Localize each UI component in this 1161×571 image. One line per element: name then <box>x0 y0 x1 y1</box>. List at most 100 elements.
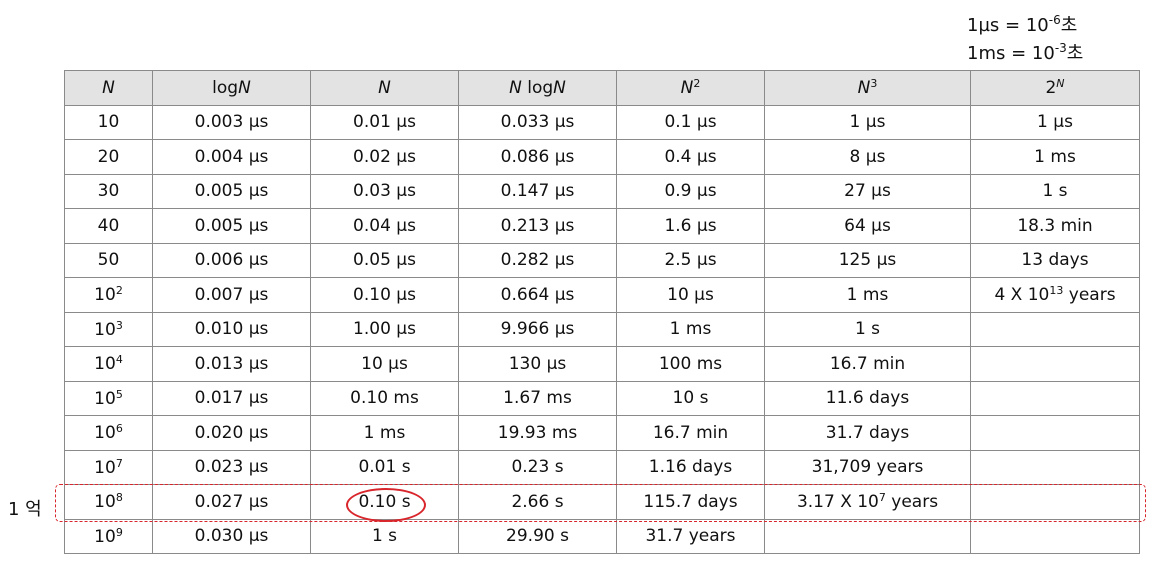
cell-n: 1 s <box>310 518 459 554</box>
note-seconds: 초 <box>1066 43 1084 64</box>
cell-n: 102 <box>64 277 153 313</box>
cell-n: 0.10 ms <box>310 380 459 416</box>
cell-log-n: 0.004 µs <box>152 139 311 175</box>
table-row: 106 0.020 µs 1 ms 19.93 ms 16.7 min 31.7 days <box>64 415 1140 451</box>
header-n-log-n: N logN <box>458 70 617 106</box>
cell-n: 109 <box>64 518 153 554</box>
cell-n-cubed: 11.6 days <box>764 380 971 416</box>
cell-log-n: 0.005 µs <box>152 173 311 209</box>
cell-n-cubed: 64 µs <box>764 208 971 244</box>
cell-log-n: 0.007 µs <box>152 277 311 313</box>
cell-n-cubed: 8 µs <box>764 139 971 175</box>
cell-two-pow-n <box>970 449 1140 485</box>
cell-log-n: 0.017 µs <box>152 380 311 416</box>
cell-two-pow-n: 18.3 min <box>970 208 1140 244</box>
cell-n: 0.01 s <box>310 449 459 485</box>
header-n: N <box>64 70 153 106</box>
cell-n: 0.05 µs <box>310 242 459 278</box>
cell-n-log-n: 0.664 µs <box>458 277 617 313</box>
cell-two-pow-n: 1 s <box>970 173 1140 209</box>
cell-log-n: 0.003 µs <box>152 104 311 140</box>
cell-n-log-n: 2.66 s <box>458 484 617 520</box>
cell-two-pow-n: 13 days <box>970 242 1140 278</box>
cell-two-pow-n: 1 ms <box>970 139 1140 175</box>
cell-n-cubed: 1 µs <box>764 104 971 140</box>
cell-n: 1.00 µs <box>310 311 459 347</box>
cell-n: 0.02 µs <box>310 139 459 175</box>
cell-n-log-n: 0.086 µs <box>458 139 617 175</box>
cell-n-cubed: 1 ms <box>764 277 971 313</box>
cell-two-pow-n <box>970 346 1140 382</box>
header-two-pow-n: 2N <box>970 70 1140 106</box>
complexity-time-table: N logN N N logN N2 N3 2N 10 0.003 µs 0.01 … <box>64 70 1140 554</box>
cell-n-squared: 0.1 µs <box>616 104 765 140</box>
cell-n-log-n: 9.966 µs <box>458 311 617 347</box>
cell-n-log-n: 0.23 s <box>458 449 617 485</box>
cell-n: 108 <box>64 484 153 520</box>
cell-n-log-n: 130 µs <box>458 346 617 382</box>
cell-log-n: 0.023 µs <box>152 449 311 485</box>
cell-n: 30 <box>64 173 153 209</box>
table-row: 103 0.010 µs 1.00 µs 9.966 µs 1 ms 1 s <box>64 311 1140 347</box>
cell-log-n: 0.030 µs <box>152 518 311 554</box>
cell-two-pow-n <box>970 518 1140 554</box>
cell-n: 40 <box>64 208 153 244</box>
cell-n: 106 <box>64 415 153 451</box>
header-n-linear: N <box>310 70 459 106</box>
cell-n: 0.10 µs <box>310 277 459 313</box>
cell-n: 50 <box>64 242 153 278</box>
cell-n-cubed: 125 µs <box>764 242 971 278</box>
cell-n-log-n: 1.67 ms <box>458 380 617 416</box>
cell-n: 1 ms <box>310 415 459 451</box>
note-exponent: -3 <box>1054 41 1067 55</box>
note-unit-ms: 1ms <box>967 43 1006 64</box>
cell-two-pow-n <box>970 311 1140 347</box>
table-row: 107 0.023 µs 0.01 s 0.23 s 1.16 days 31,709 y… <box>64 449 1140 485</box>
cell-n-cubed: 1 s <box>764 311 971 347</box>
table-row: 40 0.005 µs 0.04 µs 0.213 µs 1.6 µs 64 µs 18.3… <box>64 208 1140 244</box>
cell-n: 20 <box>64 139 153 175</box>
table-row: 102 0.007 µs 0.10 µs 0.664 µs 10 µs 1 ms 4 X 1… <box>64 277 1140 313</box>
cell-n: 103 <box>64 311 153 347</box>
table-row: 20 0.004 µs 0.02 µs 0.086 µs 0.4 µs 8 µs 1 ms <box>64 139 1140 175</box>
cell-n-log-n: 0.282 µs <box>458 242 617 278</box>
cell-n-log-n: 0.033 µs <box>458 104 617 140</box>
cell-n: 10 <box>64 104 153 140</box>
hundred-million-label: 1 억 <box>8 499 42 520</box>
cell-n-cubed: 16.7 min <box>764 346 971 382</box>
cell-n: 105 <box>64 380 153 416</box>
cell-log-n: 0.027 µs <box>152 484 311 520</box>
cell-n-cubed: 27 µs <box>764 173 971 209</box>
cell-n-squared: 1.16 days <box>616 449 765 485</box>
cell-n-squared: 1.6 µs <box>616 208 765 244</box>
cell-n: 0.01 µs <box>310 104 459 140</box>
cell-n-squared: 16.7 min <box>616 415 765 451</box>
microsecond-note: 1µs = 10-6초 <box>967 9 1077 37</box>
circled-value-marker <box>346 488 426 522</box>
cell-n-squared: 0.9 µs <box>616 173 765 209</box>
table-row: 104 0.013 µs 10 µs 130 µs 100 ms 16.7 min <box>64 346 1140 382</box>
cell-n-log-n: 0.213 µs <box>458 208 617 244</box>
millisecond-note: 1ms = 10-3초 <box>967 37 1083 65</box>
cell-log-n: 0.010 µs <box>152 311 311 347</box>
cell-log-n: 0.005 µs <box>152 208 311 244</box>
cell-n-squared: 0.4 µs <box>616 139 765 175</box>
cell-n-squared: 10 µs <box>616 277 765 313</box>
header-n-cubed: N3 <box>764 70 971 106</box>
cell-two-pow-n <box>970 415 1140 451</box>
note-seconds: 초 <box>1060 15 1078 36</box>
table-row: 30 0.005 µs 0.03 µs 0.147 µs 0.9 µs 27 µs 1 s <box>64 173 1140 209</box>
table-row: 50 0.006 µs 0.05 µs 0.282 µs 2.5 µs 125 µs 13 … <box>64 242 1140 278</box>
cell-n-log-n: 29.90 s <box>458 518 617 554</box>
header-log-n: logN <box>152 70 311 106</box>
cell-n-log-n: 0.147 µs <box>458 173 617 209</box>
cell-n: 0.04 µs <box>310 208 459 244</box>
cell-log-n: 0.020 µs <box>152 415 311 451</box>
note-equals: = 10 <box>999 15 1049 36</box>
cell-two-pow-n: 4 X 1013 years <box>970 277 1140 313</box>
cell-n-squared: 31.7 years <box>616 518 765 554</box>
header-n-squared: N2 <box>616 70 765 106</box>
cell-n: 10 µs <box>310 346 459 382</box>
cell-n: 0.03 µs <box>310 173 459 209</box>
cell-n: 107 <box>64 449 153 485</box>
